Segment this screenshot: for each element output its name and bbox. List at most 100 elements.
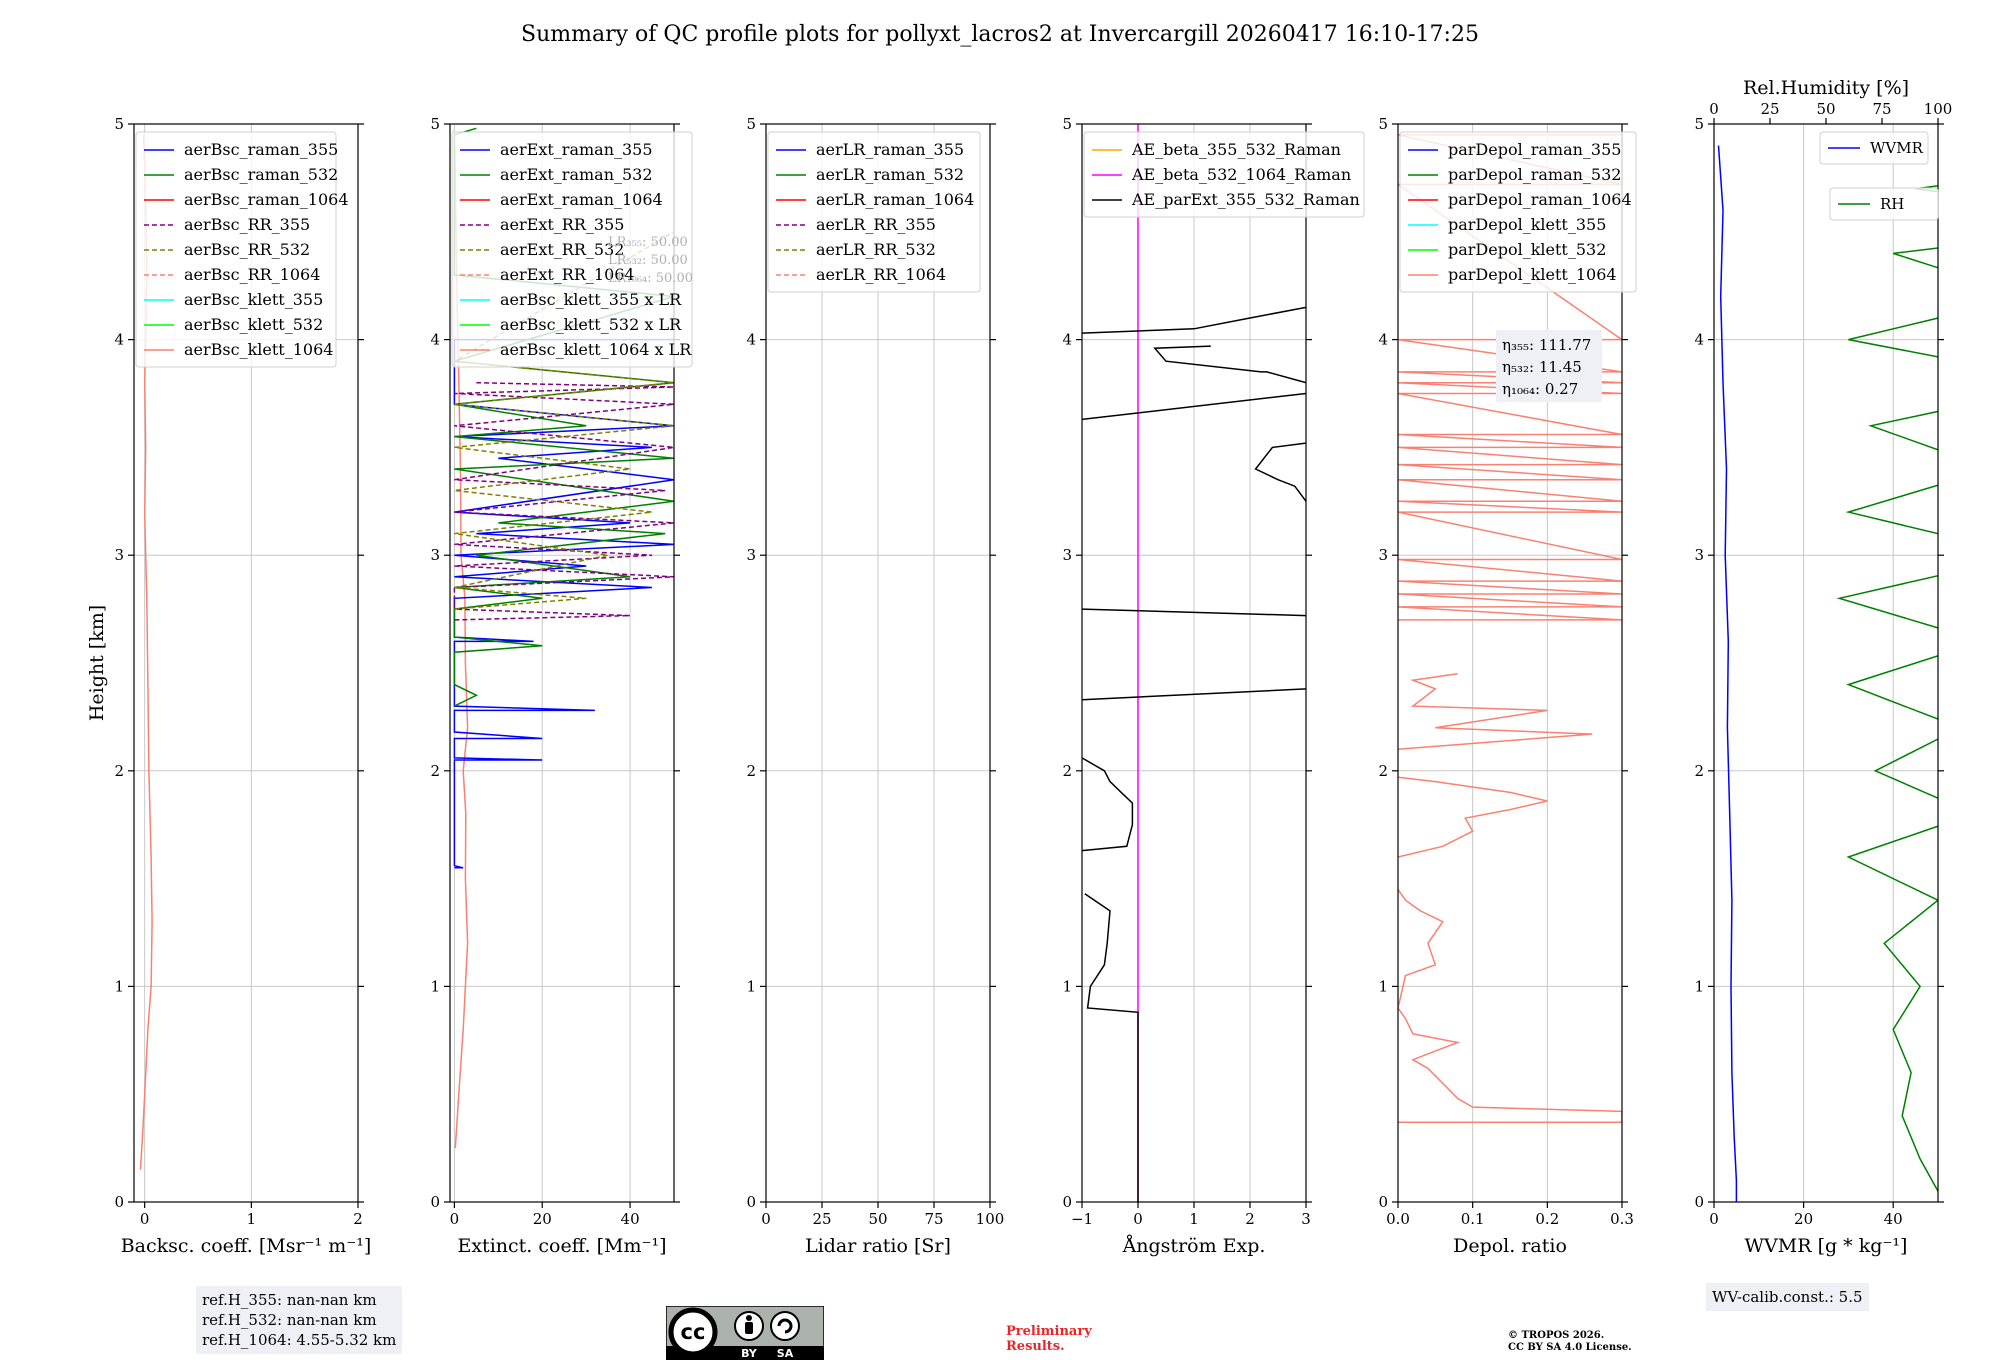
legend-label: aerLR_RR_1064 [816, 265, 946, 284]
top-x-tick-label: 50 [1816, 100, 1835, 118]
y-tick-label: 3 [430, 546, 440, 564]
series-line-RH [1836, 184, 1938, 1192]
y-tick-label: 5 [1378, 115, 1388, 133]
y-tick-label: 2 [1378, 762, 1388, 780]
legend-label: aerBsc_RR_1064 [184, 265, 320, 284]
y-tick-label: 1 [114, 977, 124, 995]
y-tick-label: 0 [430, 1193, 440, 1211]
x-tick-label: 0 [140, 1210, 150, 1228]
lidar-ratio-annotation: LR₅₃₂: 50.00 [608, 253, 688, 268]
y-tick-label: 0 [1062, 1193, 1072, 1211]
eta-annotation-box [1496, 330, 1602, 402]
y-tick-label: 2 [114, 762, 124, 780]
legend-label: parDepol_klett_1064 [1448, 265, 1617, 284]
sa-arrow-icon [777, 1318, 793, 1334]
y-tick-label: 3 [1378, 546, 1388, 564]
ref-height-355: ref.H_355: nan-nan km [202, 1291, 377, 1309]
sa-label: SA [777, 1347, 794, 1360]
x-tick-label: 50 [868, 1210, 887, 1228]
legend-label: aerBsc_klett_355 [184, 290, 323, 309]
x-tick-label: 0 [1709, 1210, 1719, 1228]
by-label: BY [741, 1347, 758, 1360]
legend-label: aerBsc_raman_355 [184, 140, 338, 159]
legend-label: aerExt_RR_532 [500, 240, 624, 259]
series-line-AE_parExt_355_532_Raman_e [1082, 392, 1306, 421]
series-line-parDepol_klett_1064_c [1398, 673, 1593, 750]
cc-mark: cc [681, 1320, 706, 1344]
y-tick-label: 4 [1378, 331, 1388, 349]
legend-label: aerLR_RR_355 [816, 215, 936, 234]
panel-wv: 0 20 40 0 1 2 3 4 5 WVMR [g * kg⁻¹] 0 25 50 75 100 Rel.… [1694, 77, 1953, 1257]
top-x-tick-label: 100 [1924, 100, 1953, 118]
lidar-ratio-annotation: LR₃₅₅: 50.00 [608, 235, 688, 250]
x-tick-label: 0.2 [1535, 1210, 1559, 1228]
y-tick-label: 1 [1062, 977, 1072, 995]
series-line-AE_parExt_355_532_Raman_h [1153, 345, 1306, 384]
series-line-AE_parExt_355_532_Raman_g [1082, 306, 1306, 334]
y-tick-label: 1 [1694, 977, 1704, 995]
legend-box [1083, 131, 1365, 218]
x-axis-label: Ångström Exp. [1122, 1235, 1266, 1257]
y-tick-label: 4 [746, 331, 756, 349]
x-tick-label: 75 [924, 1210, 943, 1228]
y-tick-label: 5 [746, 115, 756, 133]
legend-label: aerBsc_klett_532 [184, 315, 323, 334]
wv-calibration-infobox: WV-calib.const.: 5.5 [1706, 1283, 1869, 1311]
series-line-AE_parExt_355_532_Raman_c [1082, 688, 1306, 701]
eta-annotation: η₃₅₅: 111.77 [1502, 336, 1591, 354]
panel-dep: 0.0 0.1 0.2 0.3 0 1 2 3 4 5 Depol. ratio parDepol_r… [1378, 115, 1637, 1257]
lidar-ratio-annotation: LR₁₀₆₄: 50.00 [608, 271, 693, 286]
y-tick-label: 1 [430, 977, 440, 995]
legend-label: aerBsc_klett_1064 [184, 340, 333, 359]
y-tick-label: 0 [746, 1193, 756, 1211]
y-tick-label: 3 [114, 546, 124, 564]
series-line-parDepol_klett_1064_b [1398, 776, 1548, 858]
legend-label: aerBsc_raman_532 [184, 165, 338, 184]
panel-lr: 0 25 50 75 100 0 1 2 3 4 5 Lidar ratio [Sr] aerLR_ra… [746, 115, 1004, 1257]
figure-title: Summary of QC profile plots for pollyxt_… [521, 22, 1479, 47]
axes-frame [449, 123, 675, 1203]
legend-label: aerBsc_RR_355 [184, 215, 310, 234]
by-person-body-icon [745, 1322, 753, 1334]
y-tick-label: 5 [1694, 115, 1704, 133]
legend-box [1829, 187, 1939, 221]
axes-frame [133, 123, 359, 1203]
legend-label: parDepol_raman_532 [1448, 165, 1621, 184]
top-x-tick-label: 0 [1709, 100, 1719, 118]
x-tick-label: 0.0 [1386, 1210, 1410, 1228]
legend-box [1819, 131, 1929, 165]
y-tick-label: 2 [746, 762, 756, 780]
y-tick-label: 0 [114, 1193, 124, 1211]
y-tick-label: 5 [114, 115, 124, 133]
copyright-note: © TROPOS 2026. CC BY SA 4.0 License. [1508, 1330, 1632, 1354]
y-tick-label: 4 [1694, 331, 1704, 349]
legend-label: aerExt_RR_1064 [500, 265, 635, 284]
legend: AE_beta_355_532_Raman AE_beta_532_1064_Ra… [1083, 131, 1365, 218]
legend-label: RH [1880, 195, 1904, 213]
top-x-tick-label: 25 [1760, 100, 1779, 118]
x-tick-label: 0.1 [1461, 1210, 1485, 1228]
y-tick-label: 0 [1694, 1193, 1704, 1211]
x-tick-label: 0 [761, 1210, 771, 1228]
legend: parDepol_raman_355 parDepol_raman_532 parD… [1399, 131, 1637, 293]
axes-frame [1397, 123, 1623, 1203]
y-tick-label: 5 [1062, 115, 1072, 133]
y-tick-label: 0 [1378, 1193, 1388, 1211]
cc-license-badge: cc BY SA [666, 1306, 824, 1360]
x-tick-label: −1 [1071, 1210, 1093, 1228]
copyright-line-1: © TROPOS 2026. [1508, 1330, 1605, 1341]
series-line-aerExt_RR_532 [452, 231, 674, 610]
x-tick-label: 1 [1189, 1210, 1199, 1228]
series-line-aerExt_RR_355 [453, 381, 674, 621]
by-person-head-icon [746, 1315, 752, 1321]
legend-box [1399, 131, 1637, 293]
top-x-axis-label: Rel.Humidity [%] [1743, 77, 1909, 99]
copyright-line-2: CC BY SA 4.0 License. [1508, 1342, 1632, 1353]
legend-label: aerExt_raman_355 [500, 140, 653, 159]
legend-label: parDepol_klett_355 [1448, 215, 1606, 234]
panel-bsc: 0 1 2 0 1 2 3 4 5 Backsc. coeff. [Msr⁻¹ m⁻¹] aerBs… [114, 115, 371, 1257]
eta-annotation: η₁₀₆₄: 0.27 [1502, 380, 1578, 398]
y-tick-label: 5 [430, 115, 440, 133]
